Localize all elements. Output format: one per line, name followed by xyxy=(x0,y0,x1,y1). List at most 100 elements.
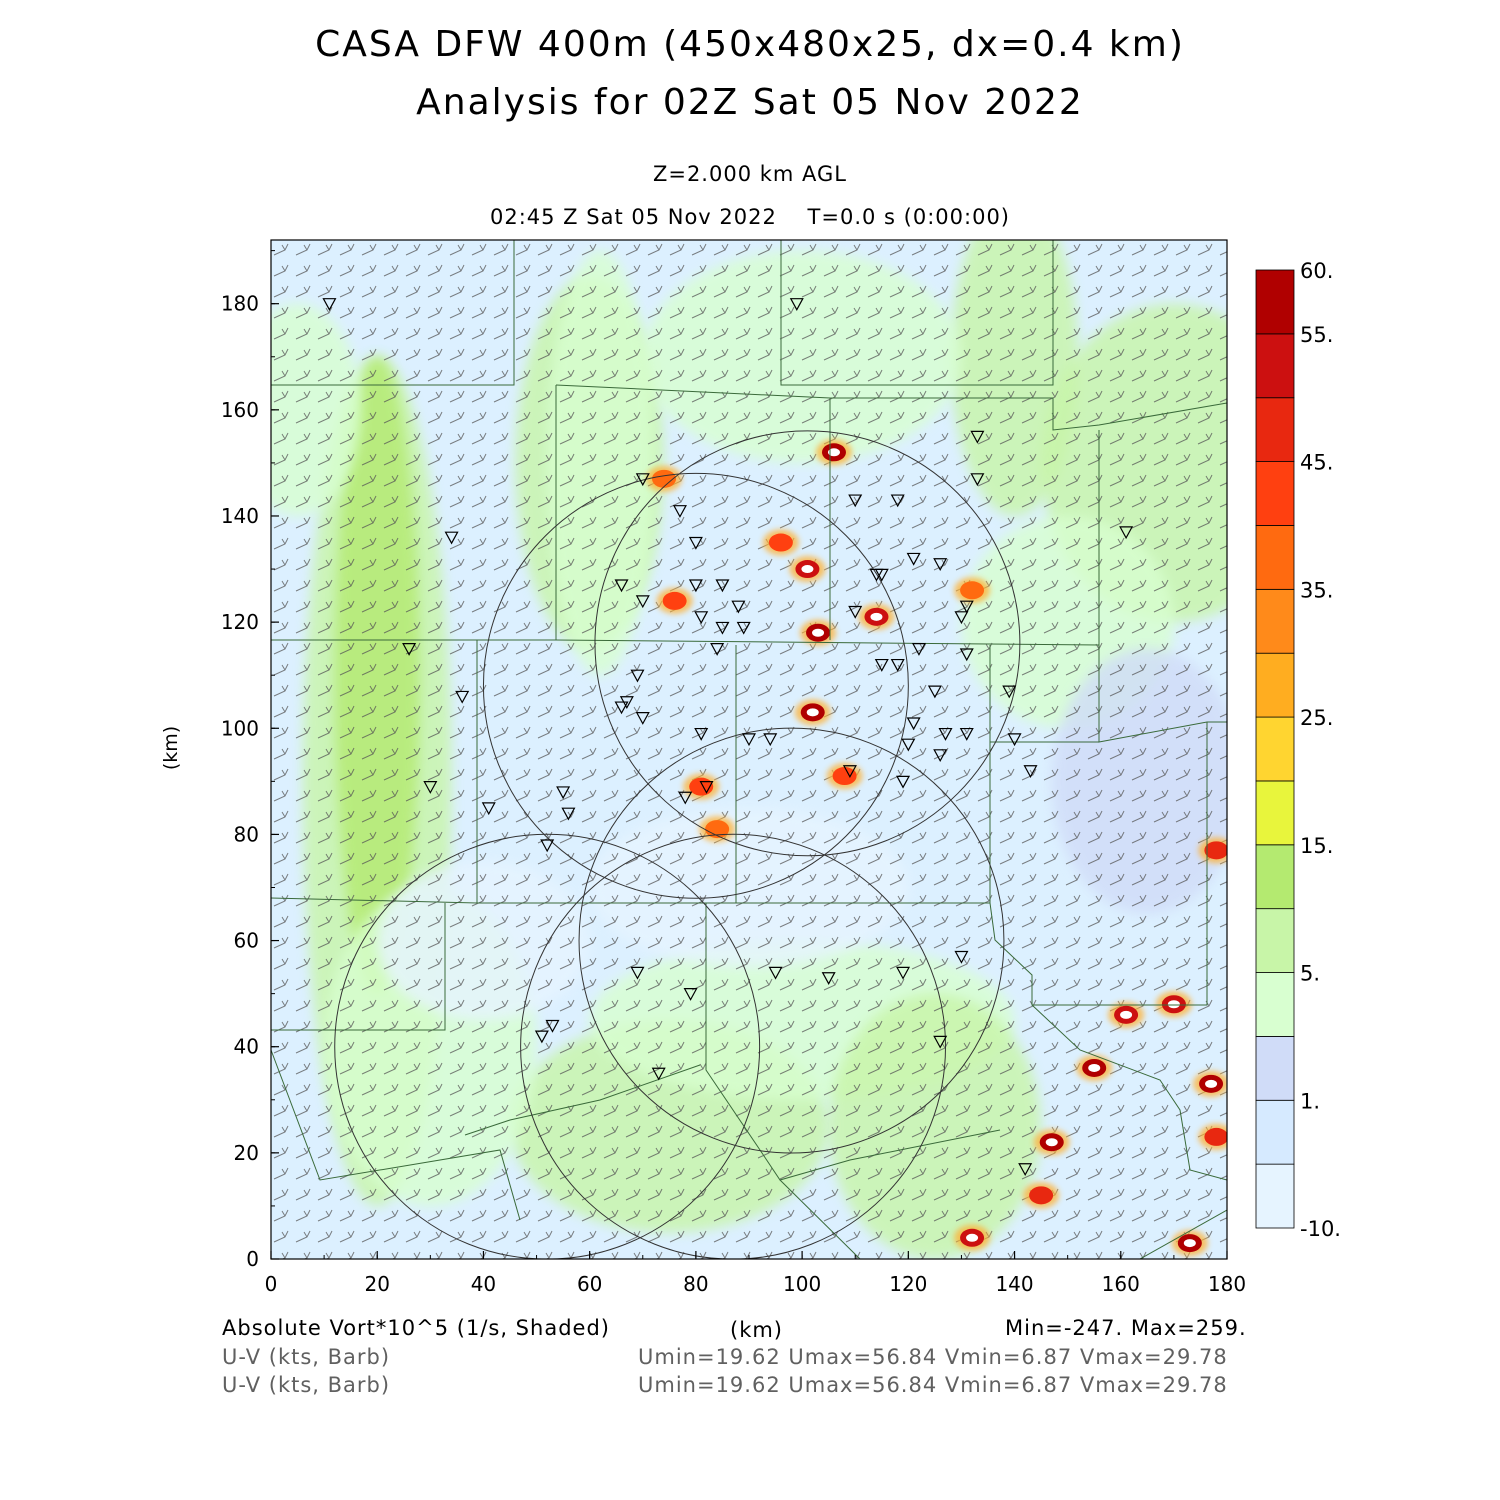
y-tick-label: 140 xyxy=(221,504,259,528)
colorbar-label: -10. xyxy=(1300,1217,1341,1241)
station-marker xyxy=(423,781,438,794)
station-marker xyxy=(630,966,645,980)
y-tick-label: 180 xyxy=(221,292,259,316)
vorticity-core xyxy=(827,448,840,457)
station-marker xyxy=(933,1035,948,1049)
vorticity-cell xyxy=(1204,841,1227,860)
station-marker xyxy=(710,643,725,656)
vorticity-map: 0 20 40 60 80 100 120 140 160 180 0 20 40 60 80 100 120… xyxy=(160,239,1341,1296)
colorbar-segment xyxy=(1255,844,1295,910)
colorbar-label: 15. xyxy=(1300,834,1333,858)
radar-ring xyxy=(334,833,761,1259)
station-marker xyxy=(672,505,687,518)
x-tick-label: 100 xyxy=(783,1272,821,1296)
station-marker xyxy=(970,430,985,444)
x-tick-label: 140 xyxy=(995,1272,1033,1296)
colorbar-segment xyxy=(1255,780,1295,846)
station-marker xyxy=(848,605,863,619)
colorbar: -10. 1. 5. 15. 25. 35. 45. 55. 60. xyxy=(1255,259,1341,1241)
vorticity-cell xyxy=(652,469,677,488)
station-marker xyxy=(322,298,337,311)
station-marker xyxy=(896,966,911,980)
vorticity-cell xyxy=(960,581,985,600)
station-marker xyxy=(763,733,778,747)
vorticity-core xyxy=(1045,1138,1058,1147)
station-marker xyxy=(959,648,974,662)
station-marker xyxy=(890,494,905,508)
radar-ring xyxy=(594,430,1021,857)
vorticity-core xyxy=(801,565,814,574)
vorticity-core xyxy=(1183,1239,1196,1248)
station-marker xyxy=(561,807,576,821)
vorticity-cell xyxy=(832,767,857,786)
vorticity-cell xyxy=(705,820,730,839)
vorticity-cells xyxy=(646,439,1227,1257)
station-marker xyxy=(619,696,634,709)
field-label: Absolute Vort*10^5 (1/s, Shaded) xyxy=(222,1316,610,1340)
station-marker xyxy=(842,765,857,778)
colorbar-segment xyxy=(1255,461,1295,526)
y-tick-label: 100 xyxy=(221,716,259,740)
station-marker xyxy=(789,298,804,311)
colorbar-label: 55. xyxy=(1300,323,1333,347)
station-marker xyxy=(1002,685,1017,699)
station-marker xyxy=(1119,526,1134,540)
station-marker xyxy=(678,791,693,805)
station-marker xyxy=(848,494,863,508)
station-marker xyxy=(614,579,629,593)
station-marker xyxy=(911,643,926,656)
vorticity-cell xyxy=(1204,1127,1227,1146)
station-marker xyxy=(890,658,905,672)
barb-label-1: U-V (kts, Barb) xyxy=(222,1345,391,1369)
station-marker xyxy=(1007,733,1022,747)
colorbar-segment xyxy=(1255,652,1295,718)
station-marker xyxy=(699,781,714,794)
x-tick-label: 120 xyxy=(889,1272,927,1296)
vorticity-core xyxy=(806,708,819,717)
station-marker xyxy=(954,611,969,625)
colorbar-segment xyxy=(1255,588,1295,654)
station-marker xyxy=(959,600,974,614)
station-marker xyxy=(821,972,836,985)
station-marker xyxy=(630,669,645,683)
x-tick-label: 60 xyxy=(577,1272,602,1296)
vorticity-core xyxy=(1120,1010,1133,1019)
y-tick-label: 160 xyxy=(221,398,259,422)
colorbar-segment xyxy=(1255,908,1295,973)
colorbar-segment xyxy=(1255,397,1295,463)
x-tick-label: 80 xyxy=(683,1272,708,1296)
station-marker xyxy=(635,595,650,609)
station-marker xyxy=(768,966,783,980)
colorbar-segment xyxy=(1255,716,1295,782)
radar-ring xyxy=(578,727,1005,1154)
y-tick-label: 20 xyxy=(234,1141,259,1165)
x-tick-label: 180 xyxy=(1208,1272,1246,1296)
station-marker xyxy=(715,579,730,593)
station-marker xyxy=(927,685,942,699)
station-marker xyxy=(906,552,921,566)
station-markers xyxy=(322,298,1134,1177)
barb-label-2: U-V (kts, Barb) xyxy=(222,1373,391,1397)
station-marker xyxy=(970,473,985,487)
y-axis: 0 20 40 60 80 100 120 140 160 180 xyxy=(221,250,279,1271)
colorbar-label: 60. xyxy=(1300,259,1333,283)
station-marker xyxy=(874,658,889,672)
y-axis-label: (km) xyxy=(160,726,182,770)
vorticity-cell xyxy=(1029,1186,1054,1205)
x-tick-label: 20 xyxy=(364,1272,389,1296)
station-marker xyxy=(694,611,709,625)
station-marker xyxy=(896,775,911,789)
station-marker xyxy=(715,621,730,635)
y-tick-label: 60 xyxy=(234,929,259,953)
station-marker xyxy=(954,950,969,964)
min-max-label: Min=-247. Max=259. xyxy=(1005,1316,1247,1340)
colorbar-segment xyxy=(1255,333,1295,399)
station-marker xyxy=(545,1019,560,1033)
vorticity-core xyxy=(1167,1000,1180,1009)
x-axis-unit: (km) xyxy=(730,1318,784,1342)
station-marker xyxy=(635,473,650,487)
vorticity-core xyxy=(812,628,825,637)
station-marker xyxy=(540,839,555,853)
station-marker xyxy=(683,988,698,1001)
barb-stats-2: Umin=19.62 Umax=56.84 Vmin=6.87 Vmax=29.… xyxy=(638,1373,1228,1397)
